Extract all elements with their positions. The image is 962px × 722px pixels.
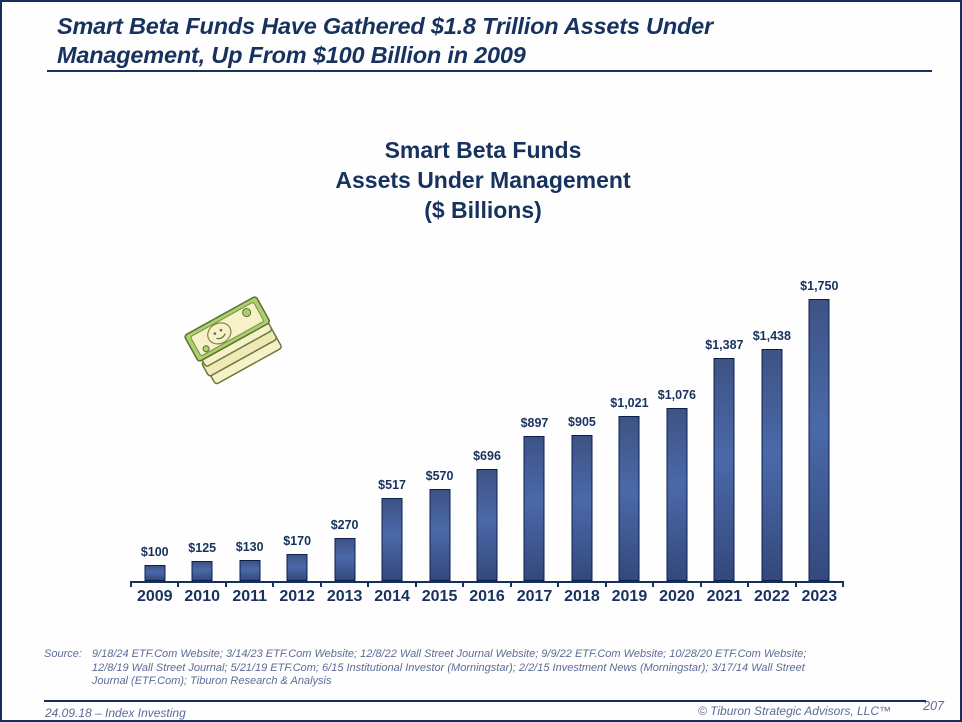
x-axis-tick	[414, 581, 417, 587]
x-axis-label-2018: 2018	[564, 588, 600, 605]
bar-group-2013: $270 2013	[321, 299, 368, 606]
x-axis-tick	[177, 581, 180, 587]
chart-title-line-2: Assets Under Management	[335, 167, 631, 193]
bar-2009	[144, 564, 166, 581]
x-axis-label-2021: 2021	[706, 588, 743, 605]
x-axis-tick	[794, 581, 797, 587]
bar-2017	[523, 436, 545, 581]
bar-group-2021: $1,387 2021	[701, 299, 748, 606]
bar-2014	[381, 497, 403, 581]
plot-area: $100 2009 $125 2010 $130 2011 $170 2012 $270 2013…	[130, 279, 844, 606]
x-axis-tick	[699, 581, 702, 587]
page-number: 207	[923, 699, 944, 713]
bar-group-2014: $517 2014	[368, 299, 415, 605]
bar-group-2019: $1,021 2019	[606, 299, 653, 605]
bar-value-label-2011: $130	[235, 540, 264, 555]
bar-group-2016: $696 2016	[463, 299, 510, 605]
bar-value-label-2013: $270	[330, 517, 359, 532]
x-axis-label-2020: 2020	[659, 588, 695, 605]
x-axis-label-2013: 2013	[326, 588, 363, 605]
chart-title: Smart Beta Funds Assets Under Management…	[233, 135, 733, 225]
source-line-1: 9/18/24 ETF.Com Website; 3/14/23 ETF.Com…	[91, 648, 807, 660]
bar-value-label-2020: $1,076	[657, 387, 697, 402]
bar-group-2009: $100 2009	[131, 299, 178, 605]
bar-group-2020: $1,076 2020	[653, 299, 700, 605]
x-axis-label-2023: 2023	[801, 588, 838, 605]
bar-value-label-2022: $1,438	[752, 329, 791, 344]
bar-value-label-2018: $905	[568, 415, 596, 430]
bar-value-label-2014: $517	[378, 477, 406, 492]
x-axis-label-2022: 2022	[754, 588, 790, 605]
x-axis-tick	[319, 581, 322, 587]
bar-value-label-2009: $100	[140, 544, 169, 559]
bar-2022	[761, 349, 783, 581]
x-axis-tick	[604, 581, 607, 587]
bar-value-label-2010: $125	[188, 540, 217, 555]
x-axis-label-2015: 2015	[421, 588, 458, 605]
money-stack-icon	[184, 296, 282, 385]
x-axis-tick	[652, 581, 655, 587]
bar-2016	[476, 468, 498, 581]
bar-group-2012: $170 2012	[273, 299, 320, 605]
bar-value-label-2016: $696	[473, 448, 501, 463]
source-block: Source: 9/18/24 ETF.Com Website; 3/14/23…	[44, 648, 924, 689]
bar-2011	[239, 560, 261, 581]
footer-copyright: © Tiburon Strategic Advisors, LLC™	[697, 704, 891, 718]
bar-2010	[191, 560, 213, 581]
bar-2021	[713, 357, 735, 581]
x-axis-label-2017: 2017	[516, 588, 553, 605]
bar-2013	[334, 537, 356, 581]
bar-group-2011: $130 2011	[226, 299, 273, 605]
page-title-line-1: Smart Beta Funds Have Gathered $1.8 Tril…	[57, 13, 713, 39]
page-title: Smart Beta Funds Have Gathered $1.8 Tril…	[57, 12, 937, 70]
x-axis-label-2014: 2014	[374, 588, 410, 605]
source-label: Source:	[44, 648, 82, 660]
source-line-3: Journal (ETF.Com); Tiburon Research & An…	[91, 675, 332, 687]
bar-2020	[666, 407, 688, 581]
bar-2023	[808, 299, 830, 581]
chart-title-line-3: ($ Billions)	[424, 197, 542, 223]
bar-value-label-2015: $570	[425, 469, 454, 484]
x-axis-tick	[224, 581, 227, 587]
x-axis-tick	[557, 581, 560, 587]
bar-value-label-2021: $1,387	[705, 337, 744, 352]
bar-2018	[571, 435, 593, 581]
x-axis-label-2019: 2019	[611, 588, 648, 605]
bar-value-label-2023: $1,750	[800, 279, 839, 293]
x-axis-label-2011: 2011	[232, 588, 268, 605]
bar-group-2018: $905 2018	[558, 299, 605, 605]
x-axis-label-2016: 2016	[469, 588, 505, 605]
bar-value-label-2019: $1,021	[610, 396, 649, 411]
bar-group-2010: $125 2010	[178, 299, 225, 605]
x-axis-label-2012: 2012	[279, 588, 315, 605]
chart-title-line-1: Smart Beta Funds	[384, 137, 582, 163]
bar-group-2023: $1,750 2023	[796, 279, 843, 605]
title-underline	[47, 70, 932, 72]
x-axis-tick	[130, 581, 132, 587]
source-text: 9/18/24 ETF.Com Website; 3/14/23 ETF.Com…	[92, 648, 807, 689]
x-axis-tick	[509, 581, 512, 587]
bar-group-2022: $1,438 2022	[748, 299, 795, 605]
footer-date-topic: 24.09.18 – Index Investing	[45, 706, 186, 720]
footer-divider	[44, 700, 926, 702]
x-axis-label-2009: 2009	[136, 588, 173, 605]
source-line-2: 12/8/19 Wall Street Journal; 5/21/19 ETF…	[91, 661, 805, 674]
bar-value-label-2017: $897	[520, 416, 549, 431]
bar-2012	[286, 553, 308, 581]
x-axis-tick	[842, 581, 844, 587]
x-axis-tick	[367, 581, 370, 587]
bar-group-2017: $897 2017	[511, 299, 558, 605]
x-axis-tick	[462, 581, 465, 587]
page-title-line-2: Management, Up From $100 Billion in 2009	[57, 42, 526, 68]
x-axis-tick	[272, 581, 275, 587]
x-axis-label-2010: 2010	[184, 588, 220, 605]
bar-group-2015: $570 2015	[416, 299, 463, 605]
x-axis-tick	[747, 581, 750, 587]
bar-2019	[618, 416, 640, 581]
bar-value-label-2012: $170	[283, 533, 312, 548]
bar-2015	[429, 489, 451, 581]
